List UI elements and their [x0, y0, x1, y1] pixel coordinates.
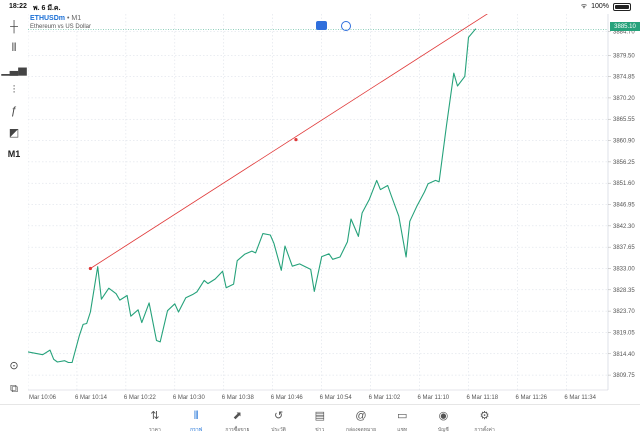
x-tick-label: 6 Mar 11:34: [564, 395, 596, 401]
symbol-timeframe: M1: [71, 15, 82, 22]
tab-quotes[interactable]: ⇅ ราคา: [135, 409, 175, 434]
objects-icon[interactable]: ◩: [8, 126, 20, 139]
tab-trade-icon: ⬈: [232, 410, 242, 422]
y-tick-label: 3809.75: [613, 373, 635, 379]
tab-accounts[interactable]: ◉ บัญชี: [423, 409, 463, 434]
zoom-chart-icon[interactable]: ⊙: [9, 359, 19, 372]
battery-icon: [613, 2, 631, 11]
sell-icon[interactable]: [316, 21, 327, 30]
status-bar: 18:22 พ. 6 มี.ค. ᯤ 100%: [0, 0, 640, 14]
battery-percent: 100%: [591, 3, 609, 10]
status-right: ᯤ 100%: [581, 2, 631, 11]
tab-quotes-icon: ⇅: [150, 410, 160, 422]
x-tick-label: 6 Mar 11:26: [515, 395, 547, 401]
trendline-anchor: [294, 138, 298, 142]
y-tick-label: 3884.70: [613, 29, 635, 35]
timeframe-label[interactable]: M1: [7, 149, 21, 159]
symbol-name: ETHUSDm: [30, 15, 66, 22]
x-tick-label: 6 Mar 11:18: [467, 395, 499, 401]
tab-chat-label: แชท: [397, 427, 408, 433]
tab-chat-icon: ▭: [396, 410, 408, 422]
y-tick-label: 3823.70: [613, 309, 635, 315]
x-tick-label: 6 Mar 10:14: [75, 395, 108, 401]
y-tick-label: 3828.35: [613, 288, 635, 294]
price-chart[interactable]: 3884.70 3879.50 3874.85 3870.20 3865.55 3860.…: [28, 14, 640, 404]
tab-settings-label: การตั้งค่า: [474, 427, 495, 433]
tab-news[interactable]: ▤ ข่าว: [300, 409, 340, 434]
x-tick-label: 6 Mar 10:22: [124, 395, 157, 401]
y-tick-label: 3846.95: [613, 203, 635, 209]
tab-mailbox[interactable]: @ กล่องจดหมาย: [341, 409, 381, 434]
y-tick-label: 3814.40: [613, 352, 635, 358]
y-tick-label: 3865.55: [613, 117, 635, 123]
x-tick-label: 6 Mar 11:10: [418, 395, 450, 401]
x-tick-label: 6 Mar 10:38: [222, 395, 255, 401]
y-tick-label: 3851.60: [613, 181, 635, 187]
wifi-icon: ᯤ: [580, 3, 588, 10]
function-icon[interactable]: ƒ: [10, 105, 18, 117]
status-date: พ. 6 มี.ค.: [33, 5, 61, 12]
x-tick-label: 6 Mar 10:46: [271, 395, 304, 401]
tab-news-label: ข่าว: [315, 427, 325, 433]
settings-sliders-icon[interactable]: ⫶: [12, 83, 16, 96]
bottom-tab-bar: ⇅ ราคา ⫴ กราฟ ⬈ การซื้อขาย ↺ ประวัติ ▤ ข่าว @ กล่อง…: [0, 404, 640, 447]
symbol-header[interactable]: ETHUSDm • M1: [30, 15, 81, 22]
x-tick-label: 6 Mar 10:30: [173, 395, 206, 401]
price-series-line: [28, 28, 477, 364]
x-tick-label: 6 Mar 11:02: [369, 395, 401, 401]
tab-history-icon: ↺: [273, 410, 284, 422]
tab-history-label: ประวัติ: [271, 427, 286, 433]
candlestick-type-icon[interactable]: ⫴: [11, 41, 17, 54]
tab-trade-label: การซื้อขาย: [225, 427, 250, 433]
tab-news-icon: ▤: [314, 410, 325, 422]
tab-accounts-label: บัญชี: [437, 427, 449, 433]
x-tick-label: l Mar 10:06: [28, 395, 57, 401]
tab-accounts-icon: ◉: [438, 410, 449, 422]
tab-quotes-label: ราคา: [149, 427, 161, 433]
y-tick-label: 3837.65: [613, 245, 635, 251]
y-tick-label: 3819.05: [613, 330, 635, 336]
buy-icon[interactable]: [341, 21, 351, 31]
y-tick-label: 3860.90: [613, 139, 635, 145]
x-tick-label: 6 Mar 10:54: [320, 395, 353, 401]
indicators-icon[interactable]: ▁▃▅: [1, 63, 27, 76]
tab-mailbox-icon: @: [355, 410, 367, 422]
left-toolbar: ┼ ⫴ ▁▃▅ ⫶ ƒ ◩ M1 ⊙ ⧉: [0, 14, 28, 404]
crosshair-icon[interactable]: ┼: [10, 21, 18, 33]
y-tick-label: 3842.30: [613, 224, 635, 230]
trendline: [90, 14, 488, 269]
tab-chat[interactable]: ▭ แชท: [382, 409, 422, 434]
one-click-trade: [316, 21, 351, 31]
current-price-badge: 3885.10: [610, 22, 640, 31]
tab-chart-label: กราฟ: [190, 427, 203, 433]
y-tick-label: 3879.50: [613, 53, 635, 59]
tab-settings[interactable]: ⚙ การตั้งค่า: [465, 409, 505, 434]
chart-canvas[interactable]: 3884.70 3879.50 3874.85 3870.20 3865.55 3860.…: [28, 14, 640, 404]
trade-panel-icon[interactable]: ⧉: [10, 382, 18, 395]
tab-chart-icon: ⫴: [193, 410, 199, 422]
y-tick-label: 3874.85: [613, 75, 635, 81]
tab-mailbox-label: กล่องจดหมาย: [345, 427, 377, 433]
tab-settings-icon: ⚙: [479, 410, 490, 422]
symbol-description: Ethereum vs US Dollar: [30, 24, 92, 30]
status-time: 18:22: [9, 3, 27, 10]
y-tick-label: 3833.00: [613, 266, 635, 272]
y-tick-label: 3870.20: [613, 96, 635, 102]
trendline-anchor: [88, 266, 93, 271]
symbol-separator: •: [66, 15, 70, 22]
tab-trade[interactable]: ⬈ การซื้อขาย: [217, 409, 257, 434]
tab-history[interactable]: ↺ ประวัติ: [259, 409, 299, 434]
y-tick-label: 3856.25: [613, 160, 635, 166]
tab-chart[interactable]: ⫴ กราฟ: [176, 409, 216, 434]
